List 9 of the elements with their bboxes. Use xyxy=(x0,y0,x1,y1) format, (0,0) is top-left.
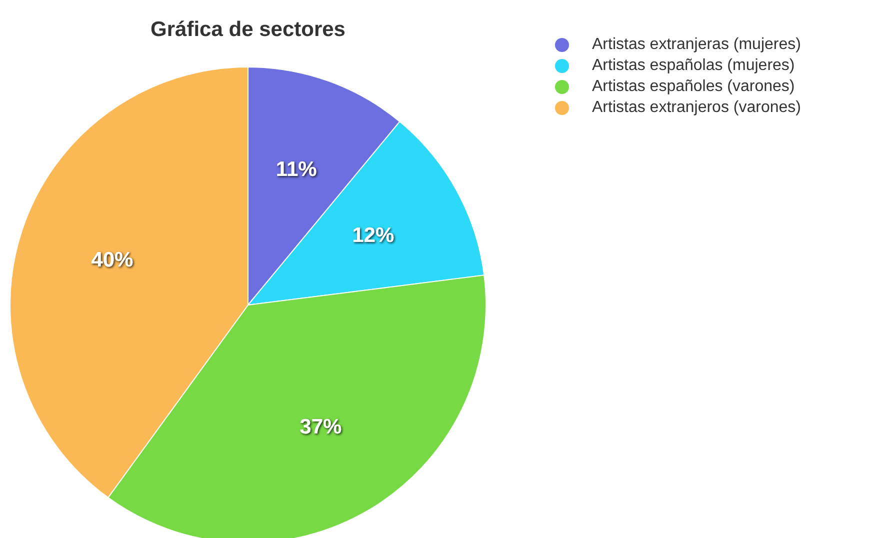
legend-label: Artistas extranjeros (varones) xyxy=(592,99,801,116)
data-label: 12% xyxy=(352,224,394,247)
data-label: 37% xyxy=(300,415,342,438)
data-label: 40% xyxy=(91,248,134,272)
legend-label: Artistas extranjeras (mujeres) xyxy=(592,36,801,54)
chart-title: Gráfica de sectores xyxy=(150,18,346,41)
legend-label: Artistas españoles (varones) xyxy=(592,78,795,96)
data-label: 11% xyxy=(276,158,318,182)
legend-label: Artistas españolas (mujeres) xyxy=(592,57,795,74)
